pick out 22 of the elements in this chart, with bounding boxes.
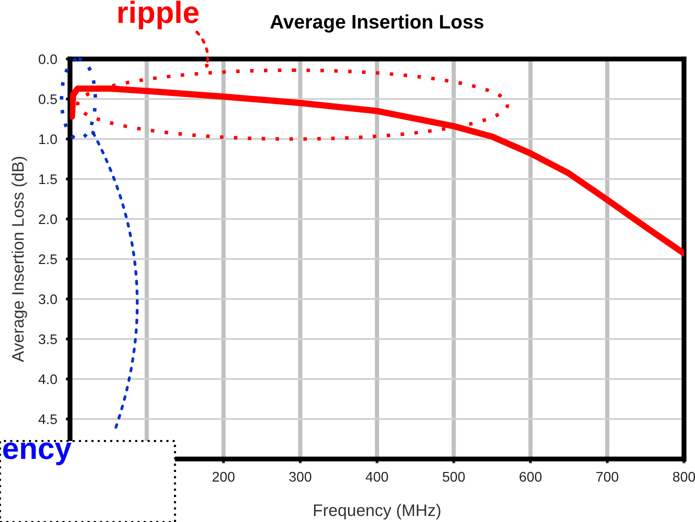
x-tick-label: 200	[212, 472, 235, 482]
chart-title: Average Insertion Loss	[270, 14, 484, 33]
y-tick-label: 3.5	[38, 334, 57, 344]
y-tick-label: 1.5	[39, 174, 57, 184]
y-tick-label: 0.0	[38, 54, 57, 64]
x-tick-label: 300	[289, 472, 312, 482]
text: ripple	[118, 0, 199, 30]
y-tick-label: 3.0	[38, 294, 57, 304]
x-tick-label: 700	[596, 472, 618, 482]
y-axis-title: Average Insertion Loss (dB)	[12, 156, 28, 362]
x-tick-label: 600	[520, 472, 542, 482]
x-tick-label: 800	[673, 472, 695, 482]
y-tick-label: 4.5	[38, 414, 57, 424]
y-tick-label: 2.5	[38, 254, 57, 264]
x-tick-label: 500	[442, 472, 465, 482]
y-tick-label: 2.0	[38, 214, 57, 224]
y-tick-label: 4.0	[38, 374, 57, 384]
y-tick-label: 1.0	[39, 134, 57, 144]
x-axis-title: Frequency (MHz)	[314, 504, 440, 520]
y-tick-label: 0.5	[38, 94, 57, 104]
annotation: ency	[3, 442, 72, 466]
x-tick-label: 400	[366, 472, 388, 482]
